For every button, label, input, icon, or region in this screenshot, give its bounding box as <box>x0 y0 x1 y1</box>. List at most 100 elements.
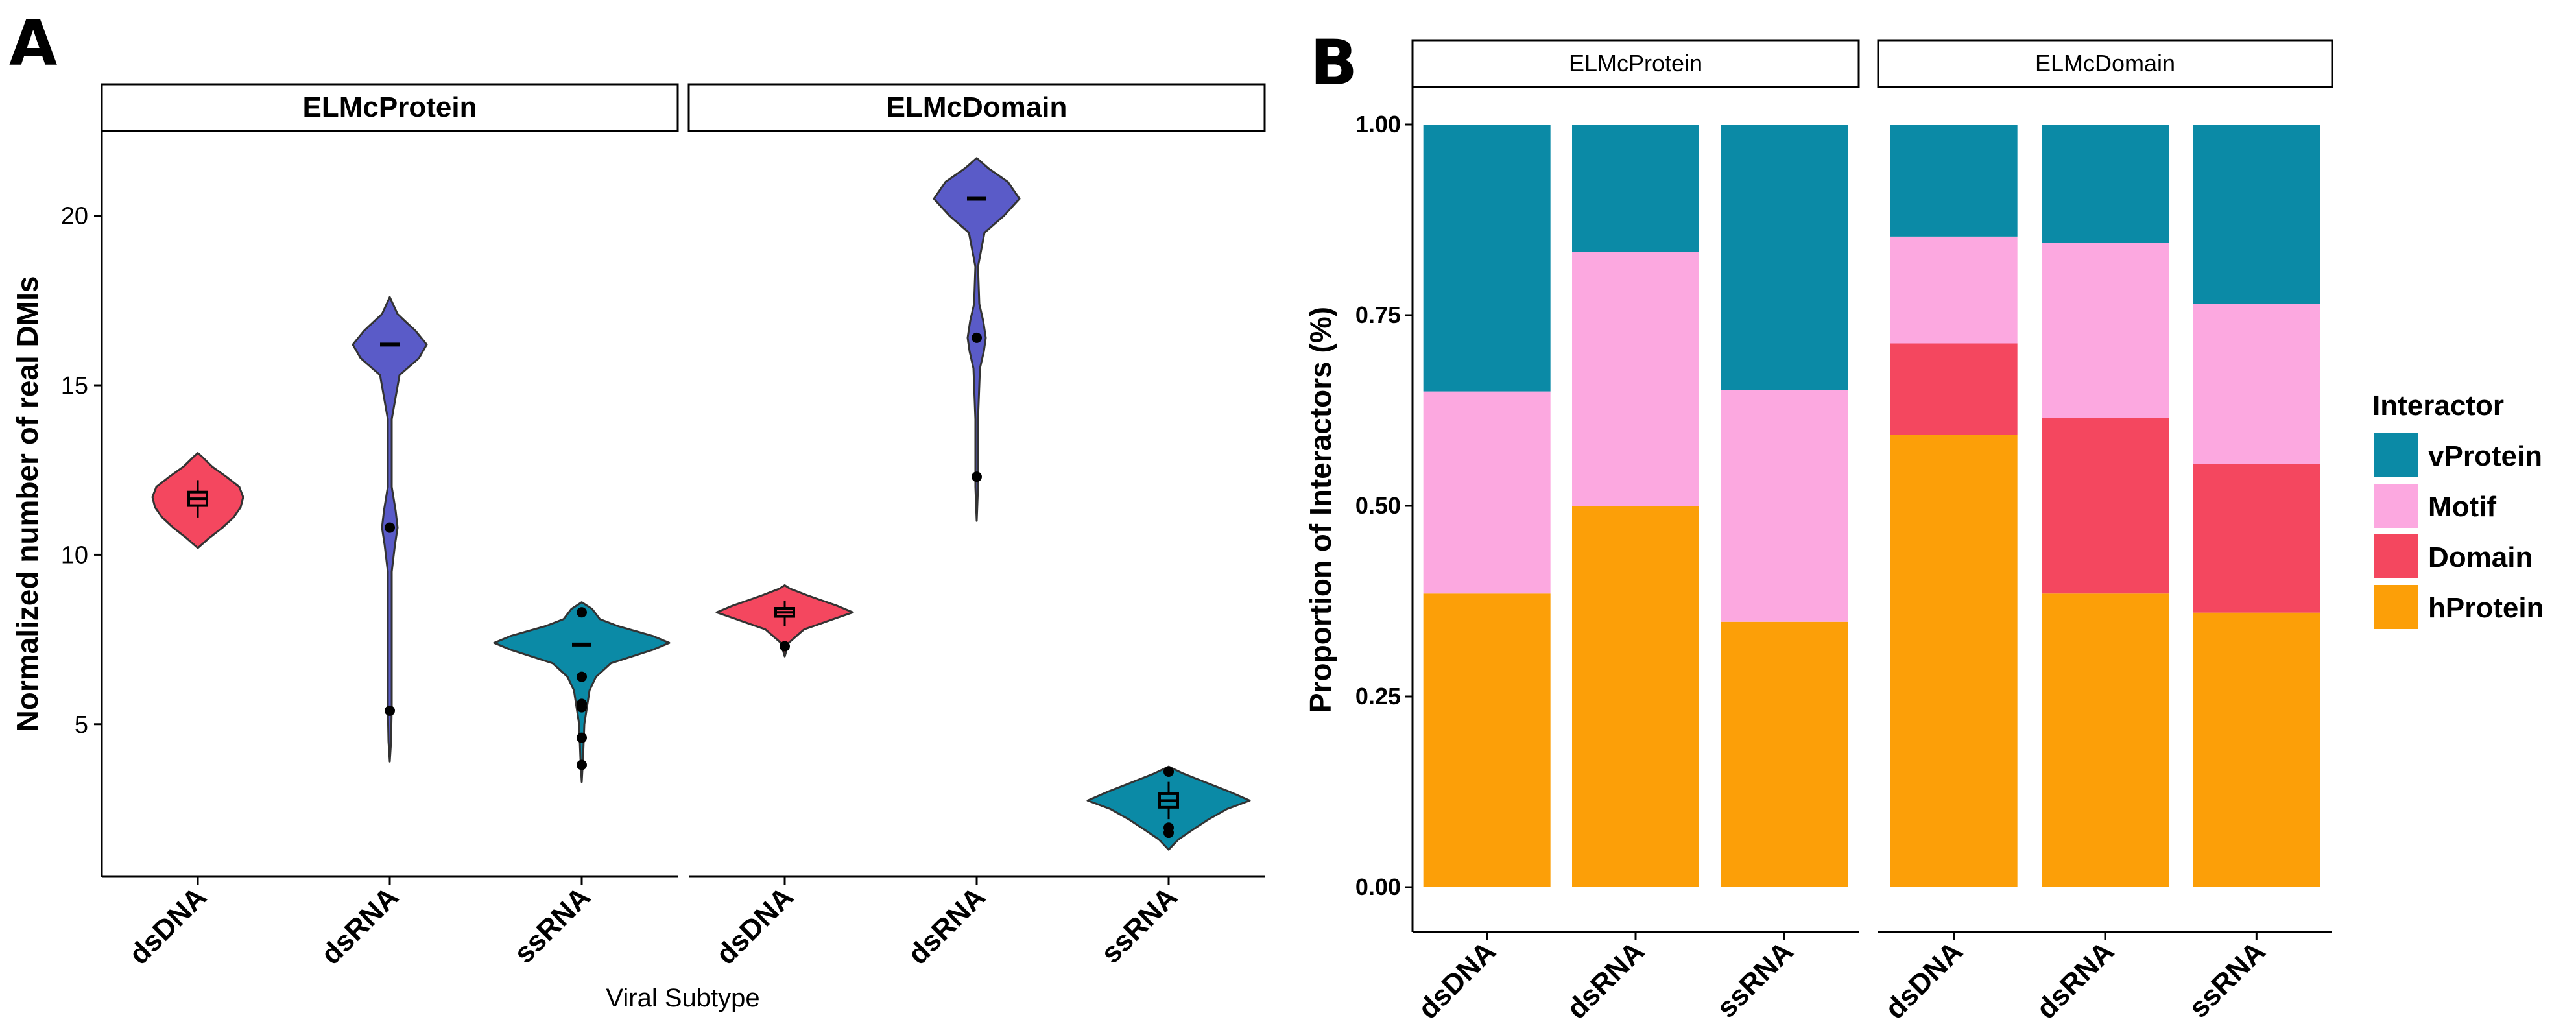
bar-segment-motif <box>1890 236 2018 344</box>
outlier-point <box>577 732 587 743</box>
bar-segment-vprotein <box>1890 125 2018 237</box>
a-x-tick-label: ssRNA <box>508 881 597 970</box>
legend-label-motif: Motif <box>2428 491 2496 523</box>
facet-strip-a-2 <box>687 83 1266 132</box>
violin-elmcdomain-ssrna <box>1086 765 1251 851</box>
bar-segment-domain <box>2042 418 2169 594</box>
a-x-tick-label: ssRNA <box>1095 881 1184 970</box>
panel-a-violin-chart: ELMcProtein ELMcDomain 5 10 15 20 dsDNA dsRN… <box>10 83 1266 1012</box>
bar-segment-domain <box>2193 464 2320 613</box>
bar-segment-vprotein <box>1572 125 1699 252</box>
bar-segment-motif <box>2042 243 2169 418</box>
legend-key-vprotein <box>2374 433 2418 477</box>
bar-segment-hprotein <box>1721 621 1848 887</box>
b-x-tick-label: dsRNA <box>2031 935 2120 1024</box>
bar-segment-motif <box>1572 252 1699 506</box>
bar-segment-vprotein <box>2042 125 2169 243</box>
bar-segment-hprotein <box>2193 612 2320 887</box>
b-y-tick-label: 0.50 <box>1355 492 1401 519</box>
outlier-point <box>577 698 587 709</box>
outlier-point <box>385 705 395 716</box>
b-x-tick-label: ssRNA <box>1711 935 1800 1024</box>
b-stacked-bars <box>1423 125 2320 887</box>
panel-a-letter: A <box>9 7 57 80</box>
bar-segment-domain <box>1890 343 2018 435</box>
b-y-ticks: 0.00 0.25 0.50 0.75 1.00 <box>1355 111 1413 900</box>
outlier-point <box>1163 822 1174 833</box>
bar-segment-vprotein <box>1721 125 1848 390</box>
a-x-axis-title: Viral Subtype <box>606 984 759 1012</box>
bar-elmcprotein-dsrna <box>1572 125 1699 887</box>
a-x-tick-label: dsRNA <box>902 881 992 970</box>
facet-strip-b-2 <box>1877 39 2333 88</box>
bar-elmcdomain-ssrna <box>2193 125 2320 887</box>
bar-segment-motif <box>1423 391 1551 594</box>
violin-elmcprotein-dsdna <box>151 452 244 549</box>
violin-elmcprotein-ssrna <box>493 601 671 783</box>
bar-segment-hprotein <box>1890 435 2018 887</box>
outlier-point <box>1163 766 1174 777</box>
a-violins <box>151 157 1251 851</box>
facet-strip-b-1 <box>1411 39 1860 88</box>
a-y-ticks: 5 10 15 20 <box>61 203 102 739</box>
violin-elmcdomain-dsdna <box>715 584 854 658</box>
a-y-tick-label: 15 <box>61 372 88 399</box>
legend-title: Interactor <box>2372 390 2504 422</box>
a-x-ticks: dsDNA dsRNA ssRNA dsDNA dsRNA ssRNA <box>123 877 1184 971</box>
panel-b-stacked-bar-chart: ELMcProtein ELMcDomain 0.00 0.25 0.50 0.75 1… <box>1304 39 2544 1024</box>
facet-strip-a-1-label: ELMcProtein <box>303 91 477 123</box>
legend-key-hprotein <box>2374 585 2418 629</box>
a-x-tick-label: dsRNA <box>315 881 405 970</box>
bar-segment-vprotein <box>1423 125 1551 392</box>
bar-segment-hprotein <box>2042 593 2169 887</box>
violin-elmcprotein-dsrna <box>352 296 428 763</box>
legend-key-domain <box>2374 534 2418 578</box>
b-x-tick-label: dsRNA <box>1561 935 1651 1024</box>
a-y-tick-label: 5 <box>75 711 88 739</box>
b-y-tick-label: 1.00 <box>1355 111 1401 137</box>
facet-strip-b-2-label: ELMcDomain <box>2035 50 2175 77</box>
b-x-tick-label: dsDNA <box>1879 935 1968 1024</box>
bar-elmcdomain-dsrna <box>2042 125 2169 887</box>
facet-strip-b-1-label: ELMcProtein <box>1569 50 1702 77</box>
a-x-tick-label: dsDNA <box>123 881 213 970</box>
b-y-tick-label: 0.75 <box>1355 302 1401 328</box>
outlier-point <box>577 759 587 770</box>
legend-label-hprotein: hProtein <box>2428 592 2544 624</box>
panel-b-letter: B <box>1310 27 1357 99</box>
b-x-tick-label: ssRNA <box>2183 935 2272 1024</box>
b-y-tick-label: 0.00 <box>1355 874 1401 900</box>
bar-segment-motif <box>2193 304 2320 464</box>
legend-label-domain: Domain <box>2428 542 2533 573</box>
violin-shape <box>151 452 244 549</box>
b-y-axis-title: Proportion of Interactors (%) <box>1304 307 1337 713</box>
outlier-point <box>385 522 395 533</box>
a-y-tick-label: 20 <box>61 203 88 230</box>
legend: Interactor vProtein Motif Domain hProtein <box>2372 390 2544 629</box>
outlier-point <box>577 671 587 682</box>
b-x-ticks: dsDNA dsRNA ssRNA dsDNA dsRNA ssRNA <box>1412 932 2271 1024</box>
facet-strip-a-2-label: ELMcDomain <box>887 91 1067 123</box>
b-y-tick-label: 0.25 <box>1355 683 1401 709</box>
legend-items: vProtein Motif Domain hProtein <box>2374 433 2544 629</box>
outlier-point <box>972 332 982 343</box>
outlier-point <box>972 471 982 482</box>
facet-strip-a-1 <box>101 83 679 132</box>
violin-shape <box>493 601 671 783</box>
bar-segment-hprotein <box>1572 506 1699 887</box>
bar-segment-vprotein <box>2193 125 2320 304</box>
legend-key-motif <box>2374 484 2418 528</box>
bar-elmcprotein-ssrna <box>1721 125 1848 887</box>
a-y-tick-label: 10 <box>61 542 88 569</box>
outlier-point <box>577 607 587 618</box>
b-x-tick-label: dsDNA <box>1412 935 1501 1024</box>
legend-label-vprotein: vProtein <box>2428 440 2542 472</box>
violin-elmcdomain-dsrna <box>933 157 1021 522</box>
a-x-tick-label: dsDNA <box>710 881 800 970</box>
bar-segment-motif <box>1721 390 1848 622</box>
bar-elmcdomain-dsdna <box>1890 125 2018 887</box>
bar-segment-hprotein <box>1423 593 1551 887</box>
a-y-axis-title: Normalized number of real DMIs <box>10 276 44 732</box>
bar-elmcprotein-dsdna <box>1423 125 1551 887</box>
